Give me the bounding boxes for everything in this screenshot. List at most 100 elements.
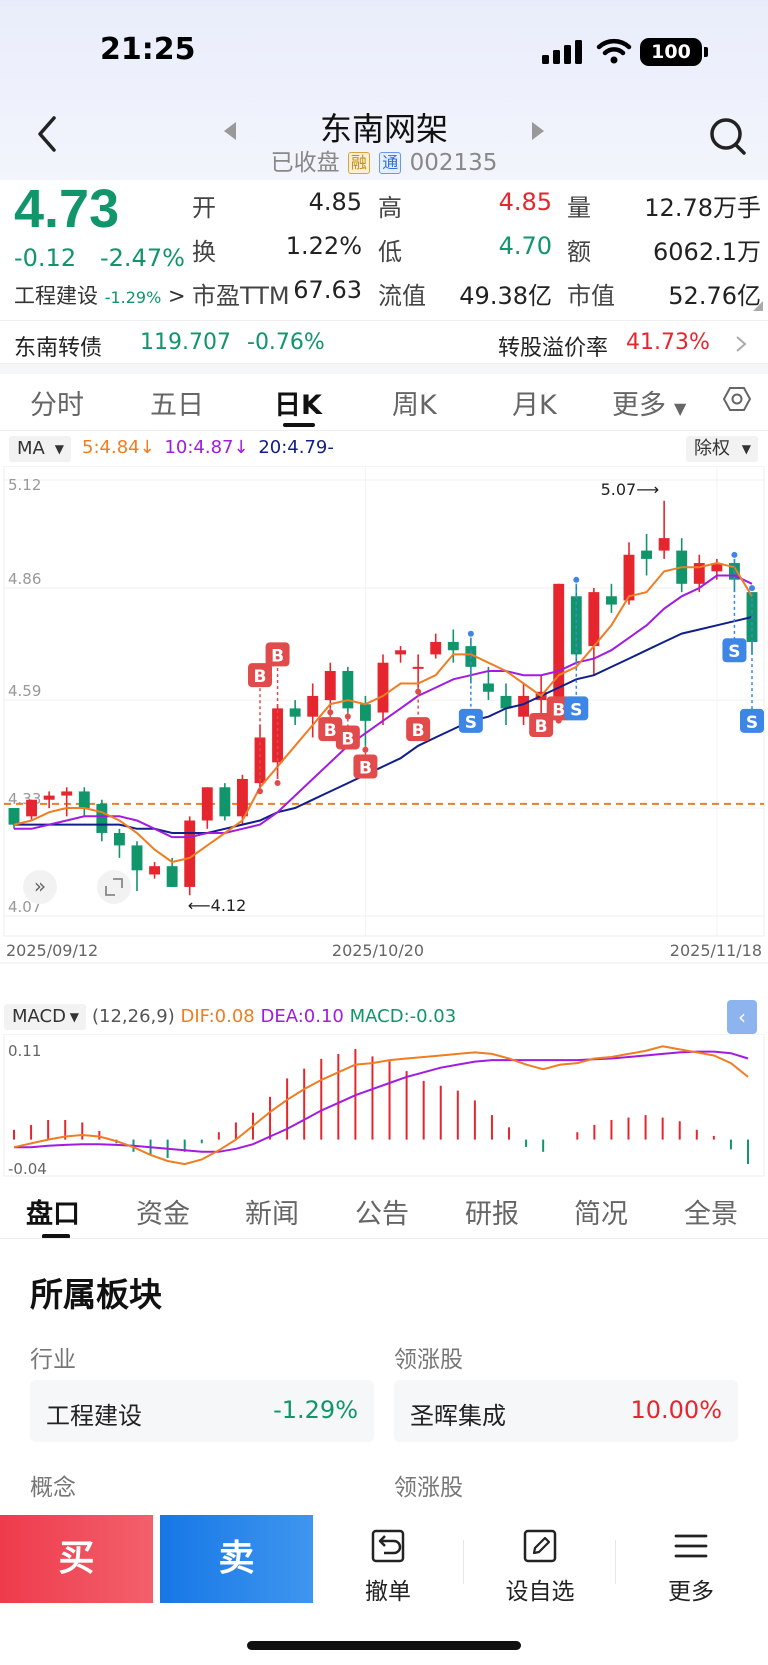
cancel-order-button[interactable]: 撤单 [333, 1528, 443, 1606]
ma-legend: 5:4.84↓ 10:4.87↓ 20:4.79- [82, 437, 334, 458]
tab-announcements[interactable]: 公告 [355, 1199, 409, 1230]
y-tick-label: 4.59 [8, 682, 41, 700]
signal-dot [274, 779, 281, 786]
price-change-pct: -2.47% [100, 244, 185, 272]
prev-stock-icon[interactable] [224, 122, 236, 140]
ma20-line [14, 616, 753, 834]
candle-body [623, 554, 635, 601]
indicator-select[interactable]: MA ▼ [9, 436, 71, 462]
candle-body [8, 808, 20, 825]
fullscreen-icon [105, 878, 123, 896]
candle-body [342, 671, 354, 709]
candle-body [324, 671, 336, 701]
candle-body [570, 596, 582, 655]
candle-body [149, 866, 161, 875]
low-value: 4.70 [498, 232, 552, 260]
expand-corner-icon[interactable] [753, 301, 763, 311]
signal-label: S [728, 642, 740, 662]
battery-indicator: 100 [640, 38, 708, 66]
signal-dot [573, 576, 580, 583]
signal-label: B [552, 700, 565, 720]
sell-button[interactable]: 卖 [160, 1515, 313, 1603]
signal-dot [344, 713, 351, 720]
tab-profile[interactable]: 简况 [574, 1199, 628, 1230]
tab-five-day[interactable]: 五日 [150, 390, 204, 421]
x-tick-label: 2025/10/20 [332, 941, 424, 960]
tab-more[interactable]: 更多 ▼ [612, 390, 687, 421]
candle-body [641, 550, 653, 559]
active-tab-indicator [42, 1234, 70, 1239]
add-watchlist-button[interactable]: 设自选 [485, 1528, 595, 1606]
market-status: 已收盘 [270, 150, 340, 176]
collapse-panel-icon[interactable]: ‹ [727, 1000, 757, 1034]
tab-intraday[interactable]: 分时 [30, 390, 84, 421]
max-price-label: 5.07⟶ [601, 480, 660, 499]
margin-tag: 融 [347, 152, 370, 174]
menu-icon [674, 1534, 708, 1558]
dea-label: DEA:0.10 [260, 1006, 344, 1027]
back-icon[interactable] [30, 112, 66, 156]
connect-tag: 通 [379, 152, 402, 174]
pe-value: 67.63 [293, 276, 362, 304]
candle-body [43, 795, 55, 800]
y-tick-label: 4.86 [8, 570, 41, 588]
ma5-line [13, 561, 753, 864]
ma5-label: 5:4.84 [82, 437, 140, 458]
bond-change: -0.76% [247, 330, 325, 355]
tab-orderbook[interactable]: 盘口 [26, 1199, 80, 1230]
turnover-label: 换 [192, 238, 216, 266]
pe-label: 市盈TTM [192, 282, 290, 310]
ma20-label: 20:4.79- [258, 437, 334, 458]
candle-body [377, 662, 389, 713]
dif-line [13, 1045, 749, 1166]
candle-body [395, 650, 407, 655]
candle-body [236, 778, 248, 817]
candle-body [518, 695, 530, 717]
tab-daily-k[interactable]: 日K [274, 390, 322, 421]
volume-label: 量 [567, 194, 591, 222]
convertible-bond-row[interactable]: 东南转债 119.707 -0.76% 转股溢价率 41.73% [0, 320, 768, 364]
industry-card[interactable]: 工程建设 -1.29% [30, 1380, 374, 1442]
tab-monthly-k[interactable]: 月K [512, 390, 557, 421]
home-indicator [247, 1641, 521, 1650]
tab-news[interactable]: 新闻 [245, 1199, 299, 1230]
candle-body [26, 799, 38, 817]
buy-button[interactable]: 买 [0, 1515, 153, 1603]
add-watchlist-label: 设自选 [505, 1579, 575, 1605]
industry-pct: -1.29% [104, 288, 162, 307]
buy-signal-badge [406, 717, 431, 742]
sell-signal-badge [458, 708, 483, 733]
industry-label: 行业 [30, 1347, 76, 1373]
bond-price: 119.707 [140, 330, 231, 355]
macd-select[interactable]: MACD ▼ [4, 1004, 86, 1030]
macd-chart[interactable]: 0.11 -0.04 [0, 1034, 768, 1184]
open-label: 开 [192, 194, 216, 222]
candle-body [605, 596, 617, 605]
market-cap-value: 52.76亿 [668, 282, 761, 310]
edit-icon [523, 1529, 557, 1563]
tab-research[interactable]: 研报 [465, 1199, 519, 1230]
more-button[interactable]: 更多 [636, 1528, 746, 1606]
next-stock-icon[interactable] [532, 122, 544, 140]
stock-code: 002135 [409, 150, 498, 176]
candle-body [219, 787, 231, 817]
signal-label: B [254, 667, 267, 687]
rights-select[interactable]: 除权 ▼ [686, 436, 758, 462]
chevron-right-icon [736, 336, 747, 352]
caret-down-icon: ▼ [54, 442, 64, 456]
tab-overview[interactable]: 全景 [684, 1199, 738, 1230]
industry-link[interactable]: 工程建设 -1.29% > [14, 280, 186, 310]
buy-signal-badge [529, 712, 554, 737]
settings-icon[interactable] [722, 384, 752, 414]
caret-down-icon: ▼ [741, 442, 751, 456]
leader-card[interactable]: 圣晖集成 10.00% [394, 1380, 738, 1442]
candle-body [201, 787, 213, 821]
tab-funds[interactable]: 资金 [136, 1199, 190, 1230]
candle-body [658, 538, 670, 551]
search-icon[interactable] [708, 114, 748, 158]
signal-label: B [535, 717, 548, 737]
float-cap-label: 流值 [378, 282, 426, 310]
buy-signal-badge [335, 725, 360, 750]
tab-weekly-k[interactable]: 周K [392, 390, 437, 421]
